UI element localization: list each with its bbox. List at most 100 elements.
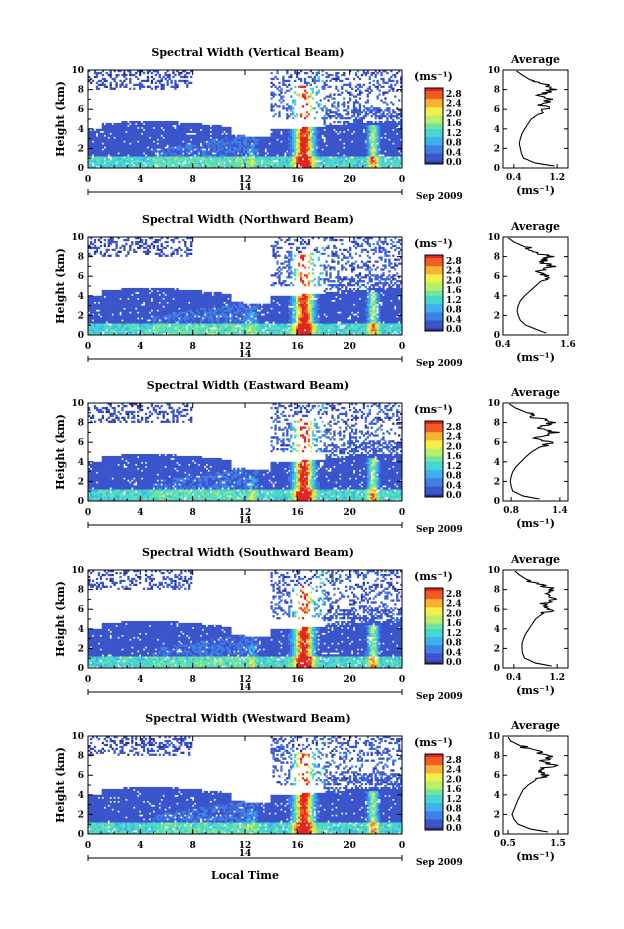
heatmap-cell — [258, 148, 261, 151]
heatmap-cell — [131, 307, 134, 310]
y-tick-label: 4 — [78, 125, 84, 135]
heatmap-cell — [97, 148, 101, 151]
heatmap-cell — [146, 162, 150, 165]
heatmap-cell — [119, 250, 122, 253]
heatmap-cell — [398, 146, 401, 149]
heatmap-cell — [142, 150, 146, 153]
heatmap-cell — [131, 317, 134, 320]
heatmap-cell — [396, 71, 399, 75]
heatmap-cell — [321, 146, 324, 149]
heatmap-cell — [186, 130, 189, 134]
heatmap-cell — [258, 158, 261, 161]
heatmap-cell — [325, 136, 328, 139]
heatmap-cell — [154, 130, 157, 134]
heatmap-cell — [392, 126, 395, 130]
heatmap-cell — [93, 325, 97, 328]
heatmap-cell — [223, 160, 226, 163]
heatmap-cell — [123, 325, 126, 328]
heatmap-cell — [197, 134, 201, 137]
heatmap-cell — [356, 109, 360, 112]
heatmap-cell — [193, 124, 197, 128]
heatmap-cell — [162, 83, 165, 86]
heatmap-cell — [186, 140, 189, 143]
heatmap-cell — [146, 75, 150, 79]
heatmap-cell — [329, 142, 332, 145]
heatmap-cell — [146, 160, 150, 163]
heatmap-cell — [345, 166, 348, 169]
heatmap-cell — [197, 136, 201, 139]
heatmap-cell — [168, 144, 171, 147]
heatmap-cell — [129, 305, 132, 308]
heatmap-cell — [113, 144, 116, 147]
heatmap-cell — [133, 307, 136, 310]
heatmap-cell — [180, 164, 183, 167]
heatmap-cell — [146, 166, 150, 169]
heatmap-cell — [117, 303, 120, 306]
heatmap-cell — [95, 148, 99, 151]
heatmap-cell — [97, 136, 101, 139]
heatmap-cell — [133, 124, 136, 128]
heatmap-cell — [152, 162, 156, 165]
heatmap-cell — [305, 103, 309, 106]
heatmap-cell — [148, 130, 152, 134]
heatmap-cell — [317, 146, 320, 149]
heatmap-cell — [190, 130, 193, 134]
heatmap-cell — [121, 150, 124, 153]
heatmap-cell — [109, 238, 112, 242]
heatmap-cell — [101, 140, 104, 143]
heatmap-cell — [396, 89, 399, 92]
heatmap-cell — [182, 144, 185, 147]
heatmap-cell — [211, 156, 214, 159]
heatmap-cell — [364, 134, 367, 137]
heatmap-cell — [400, 130, 403, 134]
heatmap-cell — [140, 85, 144, 88]
heatmap-cell — [99, 83, 103, 86]
heatmap-cell — [211, 164, 214, 167]
heatmap-cell — [337, 124, 340, 128]
heatmap-cell — [135, 132, 138, 135]
heatmap-cell — [356, 113, 360, 116]
heatmap-cell — [313, 107, 316, 110]
heatmap-cell — [168, 73, 171, 77]
heatmap-cell — [394, 95, 397, 98]
heatmap-cell — [217, 138, 220, 141]
heatmap-cell — [213, 134, 216, 137]
heatmap-cell — [294, 152, 297, 155]
heatmap-cell — [166, 148, 169, 151]
heatmap-cell — [188, 148, 191, 151]
heatmap-cell — [164, 136, 167, 139]
heatmap-cell — [150, 327, 154, 330]
heatmap-cell — [89, 315, 93, 318]
heatmap-cell — [325, 152, 328, 155]
heatmap-cell — [331, 105, 334, 108]
heatmap-cell — [364, 128, 367, 132]
heatmap-cell — [378, 140, 381, 143]
heatmap-cell — [101, 122, 104, 126]
heatmap-cell — [129, 317, 132, 320]
heatmap-cell — [219, 146, 222, 149]
heatmap-cell — [135, 150, 138, 153]
heatmap-cell — [327, 138, 330, 141]
heatmap-cell — [119, 331, 122, 334]
heatmap-cell — [209, 148, 212, 151]
heatmap-cell — [111, 248, 114, 252]
heatmap-cell — [400, 79, 403, 83]
heatmap-cell — [117, 327, 120, 330]
heatmap-cell — [105, 293, 108, 297]
heatmap-cell — [254, 150, 258, 153]
heatmap-cell — [97, 87, 101, 90]
heatmap-cell — [162, 87, 165, 90]
heatmap-cell — [109, 315, 112, 318]
heatmap-cell — [364, 132, 367, 135]
heatmap-cell — [150, 75, 154, 79]
heatmap-cell — [97, 331, 101, 334]
heatmap-cell — [164, 132, 167, 135]
heatmap-cell — [337, 126, 340, 130]
heatmap-cell — [144, 128, 148, 132]
heatmap-cell — [125, 77, 128, 81]
heatmap-cell — [99, 297, 103, 301]
heatmap-cell — [125, 305, 128, 308]
heatmap-cell — [193, 130, 197, 134]
heatmap-cell — [301, 162, 305, 165]
heatmap-cell — [266, 154, 269, 157]
